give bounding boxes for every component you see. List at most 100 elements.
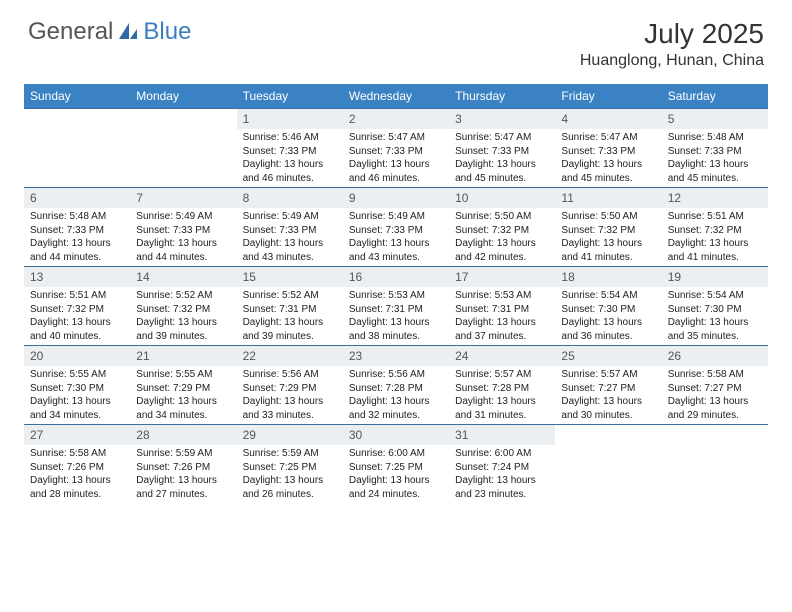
daynum-cell: 15 bbox=[237, 267, 343, 288]
daybody-cell: Sunrise: 5:53 AMSunset: 7:31 PMDaylight:… bbox=[343, 287, 449, 346]
daylight-text: Daylight: 13 hours and 35 minutes. bbox=[668, 316, 762, 343]
daylight-text: Daylight: 13 hours and 43 minutes. bbox=[349, 237, 443, 264]
daybody-cell: Sunrise: 5:50 AMSunset: 7:32 PMDaylight:… bbox=[449, 208, 555, 267]
daynum-cell: 28 bbox=[130, 425, 236, 446]
sunrise-text: Sunrise: 5:55 AM bbox=[136, 368, 230, 382]
daybody-cell: Sunrise: 5:54 AMSunset: 7:30 PMDaylight:… bbox=[555, 287, 661, 346]
daynum-cell: 8 bbox=[237, 188, 343, 209]
daybody-cell: Sunrise: 5:57 AMSunset: 7:27 PMDaylight:… bbox=[555, 366, 661, 425]
sunset-text: Sunset: 7:33 PM bbox=[136, 224, 230, 238]
sunset-text: Sunset: 7:32 PM bbox=[668, 224, 762, 238]
daylight-text: Daylight: 13 hours and 39 minutes. bbox=[243, 316, 337, 343]
daynum-cell: 23 bbox=[343, 346, 449, 367]
daybody-cell: Sunrise: 5:59 AMSunset: 7:26 PMDaylight:… bbox=[130, 445, 236, 503]
sunrise-text: Sunrise: 5:59 AM bbox=[136, 447, 230, 461]
daynum-cell bbox=[662, 425, 768, 446]
daynum-row: 6789101112 bbox=[24, 188, 768, 209]
daybody-cell: Sunrise: 5:48 AMSunset: 7:33 PMDaylight:… bbox=[662, 129, 768, 188]
sunset-text: Sunset: 7:25 PM bbox=[243, 461, 337, 475]
daynum-cell: 11 bbox=[555, 188, 661, 209]
sunset-text: Sunset: 7:26 PM bbox=[136, 461, 230, 475]
weekday-header: Saturday bbox=[662, 84, 768, 109]
sunrise-text: Sunrise: 5:52 AM bbox=[243, 289, 337, 303]
daybody-cell: Sunrise: 5:53 AMSunset: 7:31 PMDaylight:… bbox=[449, 287, 555, 346]
daynum-cell: 6 bbox=[24, 188, 130, 209]
daybody-cell: Sunrise: 5:49 AMSunset: 7:33 PMDaylight:… bbox=[343, 208, 449, 267]
daybody-cell: Sunrise: 5:51 AMSunset: 7:32 PMDaylight:… bbox=[662, 208, 768, 267]
sunset-text: Sunset: 7:31 PM bbox=[243, 303, 337, 317]
sunset-text: Sunset: 7:33 PM bbox=[455, 145, 549, 159]
daynum-row: 12345 bbox=[24, 109, 768, 130]
sunset-text: Sunset: 7:33 PM bbox=[668, 145, 762, 159]
sunrise-text: Sunrise: 5:59 AM bbox=[243, 447, 337, 461]
sunrise-text: Sunrise: 5:48 AM bbox=[30, 210, 124, 224]
daybody-cell: Sunrise: 5:47 AMSunset: 7:33 PMDaylight:… bbox=[449, 129, 555, 188]
sunset-text: Sunset: 7:31 PM bbox=[455, 303, 549, 317]
daylight-text: Daylight: 13 hours and 46 minutes. bbox=[243, 158, 337, 185]
daynum-cell: 21 bbox=[130, 346, 236, 367]
daynum-cell: 1 bbox=[237, 109, 343, 130]
sunset-text: Sunset: 7:27 PM bbox=[668, 382, 762, 396]
daybody-cell: Sunrise: 5:49 AMSunset: 7:33 PMDaylight:… bbox=[237, 208, 343, 267]
daynum-cell: 19 bbox=[662, 267, 768, 288]
sunrise-text: Sunrise: 5:50 AM bbox=[455, 210, 549, 224]
daybody-cell: Sunrise: 5:55 AMSunset: 7:29 PMDaylight:… bbox=[130, 366, 236, 425]
daynum-row: 2728293031 bbox=[24, 425, 768, 446]
sunrise-text: Sunrise: 5:47 AM bbox=[561, 131, 655, 145]
location: Huanglong, Hunan, China bbox=[580, 52, 764, 70]
daylight-text: Daylight: 13 hours and 38 minutes. bbox=[349, 316, 443, 343]
daybody-row: Sunrise: 5:51 AMSunset: 7:32 PMDaylight:… bbox=[24, 287, 768, 346]
daybody-cell: Sunrise: 5:58 AMSunset: 7:26 PMDaylight:… bbox=[24, 445, 130, 503]
daybody-cell: Sunrise: 5:55 AMSunset: 7:30 PMDaylight:… bbox=[24, 366, 130, 425]
daybody-cell: Sunrise: 5:54 AMSunset: 7:30 PMDaylight:… bbox=[662, 287, 768, 346]
sunrise-text: Sunrise: 5:49 AM bbox=[349, 210, 443, 224]
month-title: July 2025 bbox=[580, 18, 764, 50]
daylight-text: Daylight: 13 hours and 33 minutes. bbox=[243, 395, 337, 422]
title-block: July 2025 Huanglong, Hunan, China bbox=[580, 18, 764, 70]
sunrise-text: Sunrise: 5:53 AM bbox=[349, 289, 443, 303]
daynum-cell: 31 bbox=[449, 425, 555, 446]
daylight-text: Daylight: 13 hours and 45 minutes. bbox=[455, 158, 549, 185]
sunset-text: Sunset: 7:33 PM bbox=[30, 224, 124, 238]
sunset-text: Sunset: 7:32 PM bbox=[30, 303, 124, 317]
sunset-text: Sunset: 7:30 PM bbox=[30, 382, 124, 396]
daybody-cell bbox=[555, 445, 661, 503]
sunset-text: Sunset: 7:27 PM bbox=[561, 382, 655, 396]
daynum-cell bbox=[130, 109, 236, 130]
weekday-header: Friday bbox=[555, 84, 661, 109]
weekday-header: Monday bbox=[130, 84, 236, 109]
daylight-text: Daylight: 13 hours and 31 minutes. bbox=[455, 395, 549, 422]
sunset-text: Sunset: 7:33 PM bbox=[349, 224, 443, 238]
daybody-cell bbox=[24, 129, 130, 188]
sunset-text: Sunset: 7:28 PM bbox=[349, 382, 443, 396]
daylight-text: Daylight: 13 hours and 28 minutes. bbox=[30, 474, 124, 501]
weekday-header: Thursday bbox=[449, 84, 555, 109]
sunrise-text: Sunrise: 5:56 AM bbox=[243, 368, 337, 382]
daybody-row: Sunrise: 5:46 AMSunset: 7:33 PMDaylight:… bbox=[24, 129, 768, 188]
sunset-text: Sunset: 7:29 PM bbox=[136, 382, 230, 396]
daynum-cell bbox=[24, 109, 130, 130]
sunset-text: Sunset: 7:30 PM bbox=[561, 303, 655, 317]
daynum-cell: 24 bbox=[449, 346, 555, 367]
daybody-cell bbox=[662, 445, 768, 503]
sunrise-text: Sunrise: 5:49 AM bbox=[243, 210, 337, 224]
sunrise-text: Sunrise: 5:47 AM bbox=[349, 131, 443, 145]
daybody-row: Sunrise: 5:48 AMSunset: 7:33 PMDaylight:… bbox=[24, 208, 768, 267]
daylight-text: Daylight: 13 hours and 23 minutes. bbox=[455, 474, 549, 501]
daynum-cell: 30 bbox=[343, 425, 449, 446]
weekday-header: Wednesday bbox=[343, 84, 449, 109]
sunset-text: Sunset: 7:30 PM bbox=[668, 303, 762, 317]
daylight-text: Daylight: 13 hours and 36 minutes. bbox=[561, 316, 655, 343]
daylight-text: Daylight: 13 hours and 45 minutes. bbox=[668, 158, 762, 185]
sunrise-text: Sunrise: 5:47 AM bbox=[455, 131, 549, 145]
daybody-row: Sunrise: 5:55 AM Sunset: 7:30 PM Daylight:… bbox=[24, 366, 768, 425]
daynum-cell: 3 bbox=[449, 109, 555, 130]
daynum-cell: 27 bbox=[24, 425, 130, 446]
daynum-cell: 17 bbox=[449, 267, 555, 288]
sunset-text: Sunset: 7:33 PM bbox=[243, 224, 337, 238]
daylight-text: Daylight: 13 hours and 42 minutes. bbox=[455, 237, 549, 264]
sunset-text: Sunset: 7:33 PM bbox=[243, 145, 337, 159]
daynum-cell: 9 bbox=[343, 188, 449, 209]
daylight-text: Daylight: 13 hours and 43 minutes. bbox=[243, 237, 337, 264]
daynum-cell: 18 bbox=[555, 267, 661, 288]
